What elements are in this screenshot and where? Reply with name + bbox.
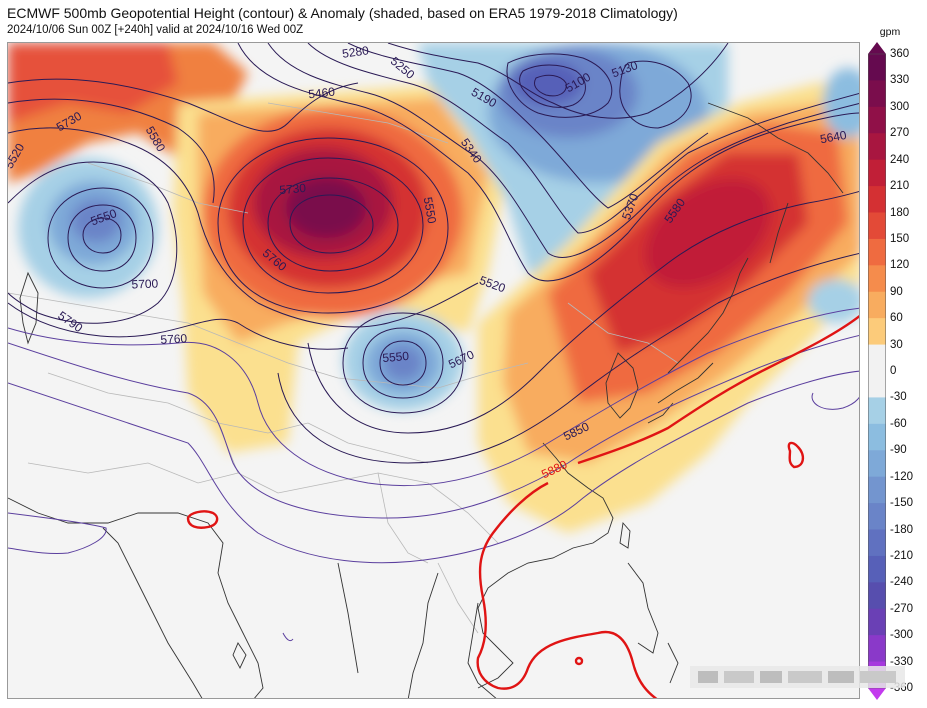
colorbar-cell — [868, 54, 886, 81]
colorbar-tick-label: -270 — [890, 602, 914, 615]
colorbar-tick-label: 210 — [890, 180, 910, 193]
colorbar-tick-label: -210 — [890, 549, 914, 562]
contour-label: 5700 — [131, 277, 158, 292]
colorbar-cell — [868, 80, 886, 108]
colorbar-cell — [868, 635, 886, 663]
colorbar-unit: gpm — [879, 26, 901, 38]
colorbar-cell — [868, 212, 886, 240]
contour-label: 5640 — [819, 128, 848, 146]
colorbar-cell — [868, 159, 886, 187]
contour-label: 5280 — [341, 43, 370, 61]
contour-label: 5760 — [160, 331, 188, 346]
colorbar-tick-label: 180 — [890, 206, 910, 219]
colorbar-cell — [868, 265, 886, 293]
colorbar-tick-label: -30 — [890, 391, 907, 404]
colorbar-extend-min — [868, 688, 886, 700]
ridge-5880-contour — [186, 315, 859, 698]
colorbar-cell — [868, 529, 886, 557]
colorbar-tick-label: 240 — [890, 153, 910, 166]
colorbar-cell — [868, 238, 886, 266]
coastlines — [8, 102, 844, 698]
colorbar-cell — [868, 608, 886, 636]
colorbar-tick-label: -60 — [890, 417, 907, 430]
colorbar-cell — [868, 582, 886, 610]
colorbar-tick-label: 330 — [890, 74, 910, 87]
colorbar-tick-label: -240 — [890, 576, 914, 589]
colorbar-cell — [868, 318, 886, 346]
colorbar — [868, 42, 886, 700]
colorbar-cell — [868, 450, 886, 478]
country-borders — [8, 102, 679, 634]
map-panel: 5280 5250 5460 5190 5100 5130 5730 5580 … — [7, 42, 860, 699]
colorbar-cell — [868, 344, 886, 372]
colorbar-cell — [868, 423, 886, 451]
colorbar-tick-label: 120 — [890, 259, 910, 272]
contour-label: 5460 — [308, 85, 336, 102]
chart-subtitle: 2024/10/06 Sun 00Z [+240h] valid at 2024… — [7, 24, 304, 36]
colorbar-tick-label: -330 — [890, 655, 914, 668]
colorbar-cell — [868, 503, 886, 530]
chart-title: ECMWF 500mb Geopotential Height (contour… — [7, 5, 678, 21]
height-contours-south — [8, 307, 859, 642]
colorbar-tick-label: 360 — [890, 48, 910, 60]
colorbar-tick-label: 270 — [890, 127, 910, 140]
colorbar-tick-label: -90 — [890, 444, 907, 457]
contour-label: 5730 — [279, 181, 307, 197]
colorbar-cell — [868, 476, 886, 504]
contour-label: 5550 — [421, 196, 439, 225]
colorbar-tick-label: 300 — [890, 100, 910, 113]
colorbar-cell — [868, 371, 886, 398]
contour-label: 5550 — [382, 349, 410, 365]
colorbar-cell — [868, 106, 886, 134]
colorbar-cell — [868, 555, 886, 583]
colorbar-cell — [868, 186, 886, 213]
colorbar-tick-label: 0 — [890, 365, 897, 377]
colorbar-tick-label: -300 — [890, 629, 914, 642]
colorbar-extend-max — [868, 42, 886, 54]
anomaly-shading — [8, 43, 859, 533]
colorbar-tick-label: -150 — [890, 497, 914, 510]
colorbar-tick-label: -120 — [890, 470, 914, 483]
colorbar-tick-label: 30 — [890, 338, 903, 351]
colorbar-cell — [868, 133, 886, 161]
colorbar-cell — [868, 291, 886, 319]
colorbar-cell — [868, 397, 886, 425]
watermark-logo — [690, 666, 905, 688]
colorbar-tick-label: 150 — [890, 232, 910, 245]
height-contours — [8, 43, 859, 464]
anomaly-map: 5280 5250 5460 5190 5100 5130 5730 5580 … — [8, 43, 859, 698]
colorbar-tick-label: -180 — [890, 523, 914, 536]
colorbar-tick-label: 60 — [890, 312, 903, 325]
colorbar-tick-label: 90 — [890, 285, 903, 298]
